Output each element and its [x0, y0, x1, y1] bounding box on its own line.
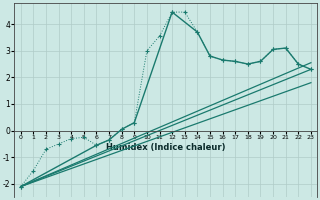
X-axis label: Humidex (Indice chaleur): Humidex (Indice chaleur) — [106, 143, 226, 152]
